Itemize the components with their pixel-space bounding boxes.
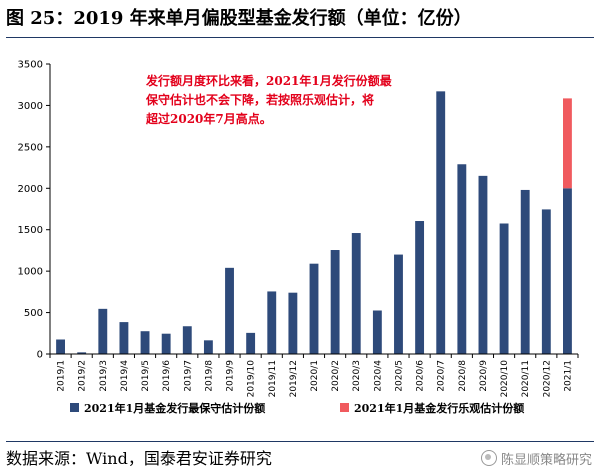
x-tick-label: 2019/3 (99, 360, 109, 392)
bar-conservative (288, 292, 298, 354)
bar-conservative (56, 339, 65, 354)
bar-conservative (267, 291, 277, 354)
bar-conservative (140, 331, 150, 354)
bars-group (56, 91, 572, 354)
x-tick-label: 2020/3 (352, 360, 362, 392)
bar-optimistic (563, 98, 572, 189)
x-tick-label: 2019/6 (162, 360, 172, 392)
bar-conservative (182, 326, 192, 354)
bar-conservative (499, 223, 509, 354)
bar-conservative (520, 189, 530, 354)
x-tick-label: 2020/9 (479, 360, 489, 392)
y-tick-label: 2000 (18, 184, 43, 195)
annotation-line: 超过2020年7月高点。 (145, 111, 272, 126)
x-tick-label: 2020/2 (331, 360, 341, 392)
y-tick-label: 3500 (18, 60, 43, 71)
x-tick-label: 2019/7 (183, 360, 193, 392)
y-axis: 0 500 1000 1500 2000 2500 3000 3500 (18, 60, 51, 361)
x-tick-label: 2020/10 (500, 360, 510, 398)
y-tick-label: 3000 (18, 101, 43, 112)
bar-conservative (309, 263, 319, 354)
bar-conservative (457, 164, 467, 354)
x-tick-label: 2020/4 (373, 360, 383, 392)
x-tick-label: 2019/8 (204, 360, 214, 392)
bar-conservative (161, 333, 171, 354)
legend-swatch-conservative (70, 403, 79, 412)
x-axis: 2019/1 2019/2 2019/3 2019/4 2019/5 2019/6 2019… (49, 353, 579, 398)
x-tick-label: 2020/11 (521, 360, 531, 397)
bar-conservative (563, 188, 572, 354)
y-tick-label: 1000 (18, 267, 43, 278)
bar-conservative (372, 310, 382, 354)
x-tick-label: 2019/12 (289, 360, 299, 397)
figure-title: 图 25：2019 年来单月偏股型基金发行额（单位：亿份） (6, 8, 472, 29)
watermark: 陈显顺策略研究 (480, 446, 592, 470)
bar-conservative (77, 352, 87, 354)
legend-label-optimistic: 2021年1月基金发行乐观估计份额 (354, 401, 524, 415)
bar-conservative (246, 332, 256, 354)
x-tick-label: 2020/12 (542, 360, 552, 397)
x-tick-label: 2020/8 (458, 360, 468, 392)
x-tick-label: 2019/11 (268, 360, 278, 397)
bar-conservative (541, 209, 551, 354)
chart-annotation: 发行额月度环比来看，2021年1月发行份额最保守估计也不会下降，若按照乐观估计，… (145, 73, 393, 126)
bar-conservative (478, 175, 488, 354)
annotation-line: 保守估计也不会下降，若按照乐观估计，将 (145, 92, 374, 107)
x-tick-label: 2020/6 (416, 360, 426, 392)
x-tick-label: 2019/9 (226, 360, 236, 392)
x-tick-label: 2020/5 (394, 360, 404, 392)
y-tick-label: 0 (37, 350, 43, 361)
x-tick-label: 2019/2 (78, 360, 88, 392)
legend-label-conservative: 2021年1月基金发行最保守估计份额 (84, 401, 265, 415)
bar-conservative (351, 233, 361, 354)
bar-conservative (98, 308, 108, 354)
x-tick-label: 2020/1 (310, 360, 320, 392)
title-divider (6, 37, 594, 38)
legend: 2021年1月基金发行最保守估计份额 2021年1月基金发行乐观估计份额 (70, 401, 524, 415)
footer-divider (6, 441, 594, 442)
y-tick-label: 500 (24, 308, 43, 319)
x-tick-label: 2019/5 (141, 360, 151, 392)
bar-conservative (415, 221, 425, 354)
x-tick-label: 2019/1 (57, 360, 67, 392)
wechat-icon (480, 450, 497, 466)
bar-conservative (436, 91, 446, 354)
legend-swatch-optimistic (340, 403, 349, 412)
data-source: 数据来源：Wind，国泰君安证券研究 (6, 449, 272, 468)
watermark-text: 陈显顺策略研究 (500, 452, 592, 468)
x-tick-label: 2020/7 (437, 360, 447, 392)
bar-conservative (330, 250, 340, 354)
annotation-line: 发行额月度环比来看，2021年1月发行份额最 (145, 73, 393, 88)
bar-conservative (119, 322, 129, 354)
x-tick-label: 2019/10 (247, 360, 257, 398)
bar-conservative (203, 340, 213, 354)
y-tick-label: 1500 (18, 225, 43, 236)
x-tick-label: 2019/4 (120, 360, 130, 392)
bar-conservative (225, 267, 234, 354)
y-tick-label: 2500 (18, 142, 43, 153)
bar-conservative (394, 254, 403, 354)
x-tick-label: 2021/1 (563, 360, 573, 392)
